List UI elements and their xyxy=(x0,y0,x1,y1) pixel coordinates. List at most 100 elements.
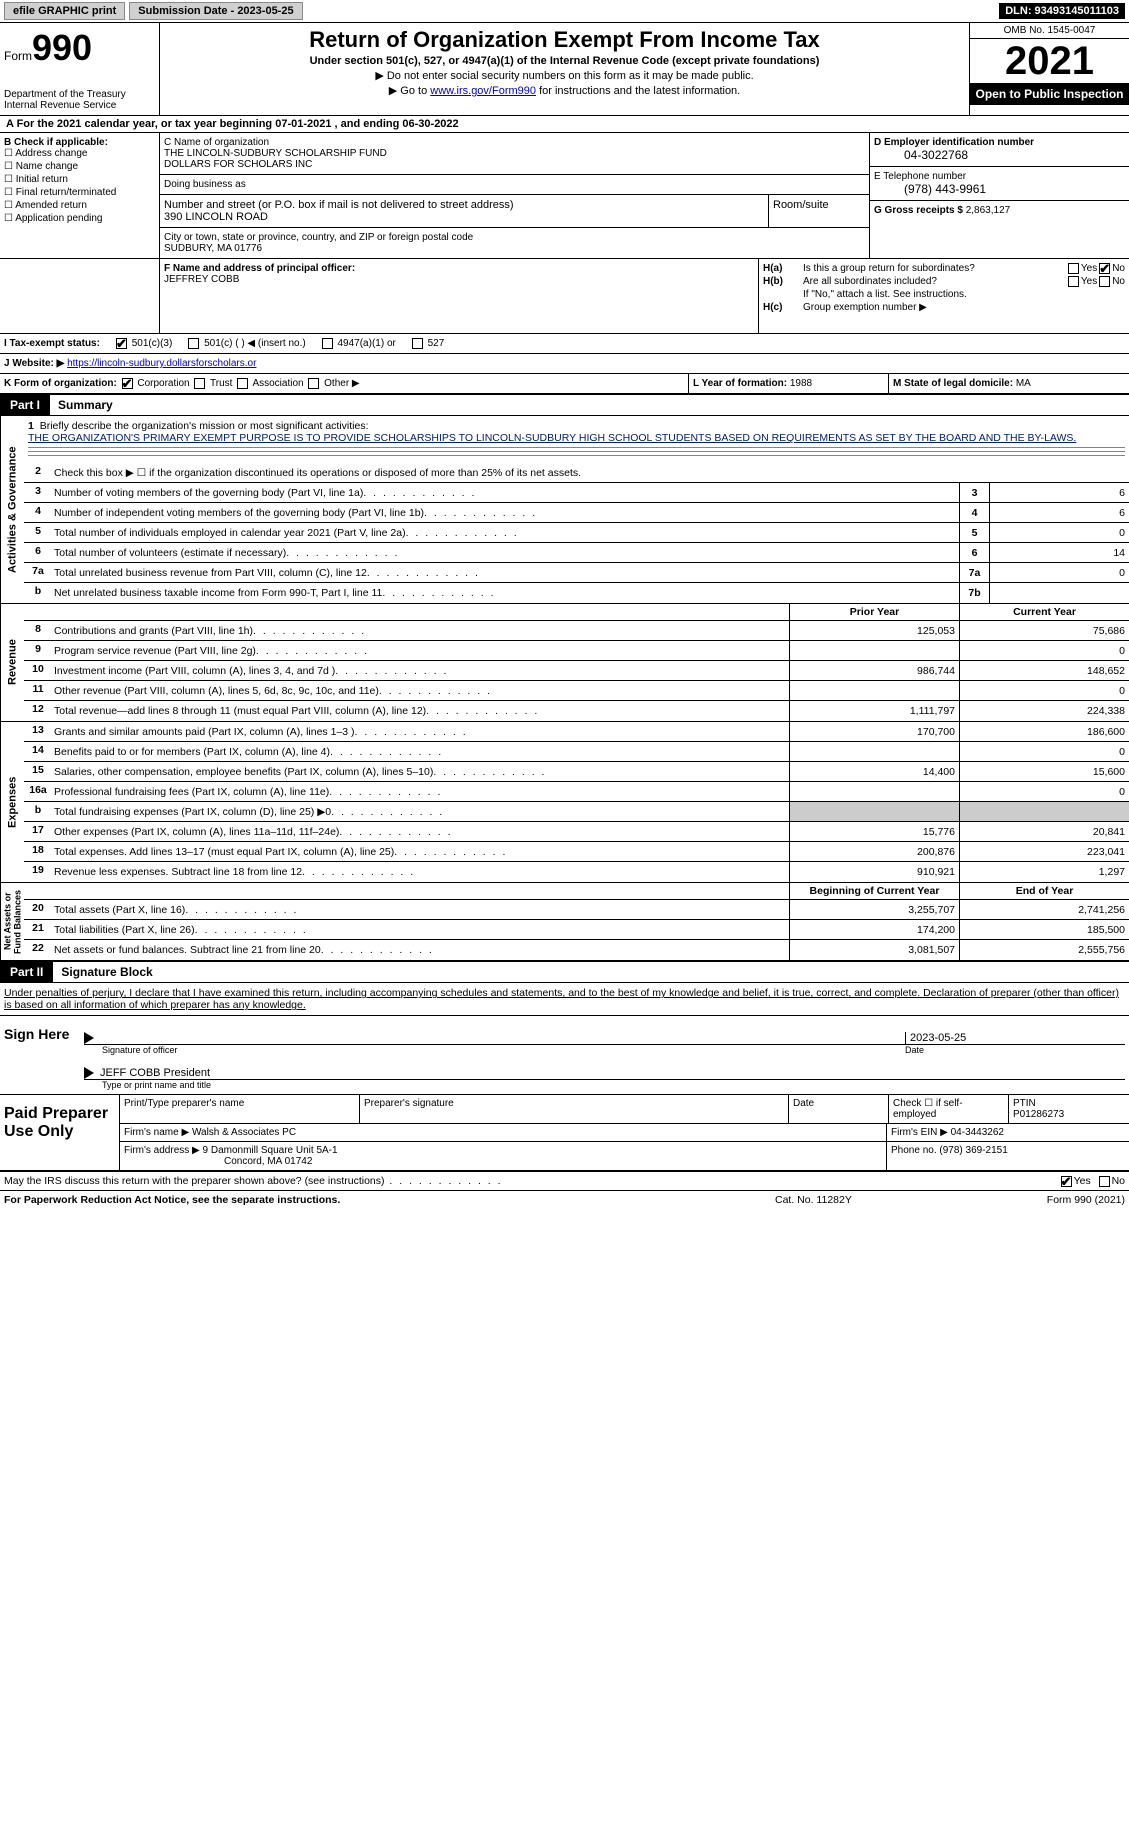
c-name-lbl: C Name of organization xyxy=(164,137,269,148)
row-lbl: Total fundraising expenses (Part IX, col… xyxy=(52,802,789,821)
i-501c3[interactable]: 501(c)(3) xyxy=(114,338,172,349)
ha-yes[interactable]: Yes xyxy=(1066,263,1097,274)
note2-post: for instructions and the latest informat… xyxy=(536,85,740,97)
row-lbl: Revenue less expenses. Subtract line 18 … xyxy=(52,862,789,882)
row-num: 7a xyxy=(24,563,52,582)
row-prior xyxy=(789,641,959,660)
data-row: 22 Net assets or fund balances. Subtract… xyxy=(24,940,1129,960)
hb-yes[interactable]: Yes xyxy=(1066,276,1097,287)
k-other[interactable]: Other ▶ xyxy=(306,378,359,389)
gross-val: 2,863,127 xyxy=(966,205,1011,216)
row-curr: 15,600 xyxy=(959,762,1129,781)
row-prior: 15,776 xyxy=(789,822,959,841)
row-lbl: Total unrelated business revenue from Pa… xyxy=(52,563,959,582)
row-lbl: Total number of individuals employed in … xyxy=(52,523,959,542)
k-corp[interactable]: Corporation xyxy=(120,378,190,389)
row-num: 10 xyxy=(24,661,52,680)
chk-name[interactable]: ☐ Name change xyxy=(4,161,155,172)
row-num: b xyxy=(24,802,52,821)
gross-lbl: G Gross receipts $ xyxy=(874,205,963,216)
data-row: 10 Investment income (Part VIII, column … xyxy=(24,661,1129,681)
row-lbl: Other expenses (Part IX, column (A), lin… xyxy=(52,822,789,841)
ag-section: Activities & Governance 1 Briefly descri… xyxy=(0,416,1129,604)
i-501c[interactable]: 501(c) ( ) ◀ (insert no.) xyxy=(186,338,305,349)
row-lbl: Contributions and grants (Part VIII, lin… xyxy=(52,621,789,640)
footer-catno: Cat. No. 11282Y xyxy=(775,1194,975,1206)
arrow-icon xyxy=(84,1032,94,1044)
website-link[interactable]: https://lincoln-sudbury.dollarsforschola… xyxy=(67,358,256,369)
sign-here-grid: Sign Here 2023-05-25 Signature of office… xyxy=(0,1016,1129,1095)
l-label: L Year of formation: xyxy=(693,378,787,389)
data-row: 8 Contributions and grants (Part VIII, l… xyxy=(24,621,1129,641)
sig-officer-cell xyxy=(84,1032,905,1044)
discuss-yes[interactable]: Yes xyxy=(1059,1175,1091,1187)
row-lbl: Professional fundraising fees (Part IX, … xyxy=(52,782,789,801)
footer-paperwork: For Paperwork Reduction Act Notice, see … xyxy=(4,1194,775,1206)
data-row: 12 Total revenue—add lines 8 through 11 … xyxy=(24,701,1129,721)
hb-lbl: H(b) xyxy=(763,276,803,287)
hb-note-line: If "No," attach a list. See instructions… xyxy=(763,289,1125,300)
chk-pending[interactable]: ☐ Application pending xyxy=(4,213,155,224)
i-527[interactable]: 527 xyxy=(410,338,444,349)
efile-button[interactable]: efile GRAPHIC print xyxy=(4,2,125,20)
exp-tab: Expenses xyxy=(0,722,24,882)
row-prior: 910,921 xyxy=(789,862,959,882)
hb-note: If "No," attach a list. See instructions… xyxy=(803,289,1125,300)
row-lbl: Total expenses. Add lines 13–17 (must eq… xyxy=(52,842,789,861)
row-curr: 224,338 xyxy=(959,701,1129,721)
na-ch-spacer xyxy=(24,883,789,899)
part2-title: Signature Block xyxy=(53,965,152,979)
ag-row: 4 Number of independent voting members o… xyxy=(24,503,1129,523)
phone-lbl: E Telephone number xyxy=(874,171,966,182)
submission-date-button[interactable]: Submission Date - 2023-05-25 xyxy=(129,2,302,20)
row-val xyxy=(989,583,1129,603)
prep-addr-row: Firm's address ▶ 9 Damonmill Square Unit… xyxy=(120,1142,1129,1170)
opt-address: Address change xyxy=(15,148,87,159)
row-box: 7a xyxy=(959,563,989,582)
k-trust[interactable]: Trust xyxy=(192,378,232,389)
omb-label: OMB No. 1545-0047 xyxy=(970,23,1129,39)
hb-no[interactable]: No xyxy=(1097,276,1125,287)
row-num: 3 xyxy=(24,483,52,502)
form-number: 990 xyxy=(32,27,92,68)
ag-row: b Net unrelated business taxable income … xyxy=(24,583,1129,603)
header-middle: Return of Organization Exempt From Incom… xyxy=(160,23,969,115)
top-bar: efile GRAPHIC print Submission Date - 20… xyxy=(0,0,1129,23)
opt-amended: Amended return xyxy=(15,200,87,211)
row-num: 21 xyxy=(24,920,52,939)
perjury-text: Under penalties of perjury, I declare th… xyxy=(4,987,1119,1011)
row-prior: 125,053 xyxy=(789,621,959,640)
chk-address[interactable]: ☐ Address change xyxy=(4,148,155,159)
chk-final[interactable]: ☐ Final return/terminated xyxy=(4,187,155,198)
discuss-no[interactable]: No xyxy=(1097,1175,1125,1187)
city-lbl: City or town, state or province, country… xyxy=(164,232,473,243)
irs-link[interactable]: www.irs.gov/Form990 xyxy=(430,85,536,97)
opt-initial: Initial return xyxy=(16,174,68,185)
na-section: Net Assets or Fund Balances Beginning of… xyxy=(0,883,1129,962)
i-row: I Tax-exempt status: 501(c)(3) 501(c) ( … xyxy=(0,334,1129,354)
form-title: Return of Organization Exempt From Incom… xyxy=(164,27,965,53)
row-curr xyxy=(959,802,1129,821)
ha-txt: Is this a group return for subordinates? xyxy=(803,263,1066,274)
k-left: K Form of organization: Corporation Trus… xyxy=(0,374,689,393)
phone-val: (978) 443-9961 xyxy=(874,182,1125,196)
firm-addr-cell: Firm's address ▶ 9 Damonmill Square Unit… xyxy=(120,1142,887,1170)
perjury-block: Under penalties of perjury, I declare th… xyxy=(0,983,1129,1016)
row-box: 4 xyxy=(959,503,989,522)
chk-initial[interactable]: ☐ Initial return xyxy=(4,174,155,185)
sig-line-1: 2023-05-25 xyxy=(84,1020,1125,1045)
dba-cell: Doing business as xyxy=(160,175,869,195)
row-prior xyxy=(789,802,959,821)
ha-no[interactable]: No xyxy=(1097,263,1125,274)
k-assoc[interactable]: Association xyxy=(235,378,303,389)
row-num: 9 xyxy=(24,641,52,660)
note2-pre: ▶ Go to xyxy=(389,85,430,97)
chk-amended[interactable]: ☐ Amended return xyxy=(4,200,155,211)
data-row: b Total fundraising expenses (Part IX, c… xyxy=(24,802,1129,822)
part1-label: Part I xyxy=(0,395,50,415)
b-label: B Check if applicable: xyxy=(4,137,108,148)
part2-header: Part II Signature Block xyxy=(0,962,1129,983)
prep-label: Paid Preparer Use Only xyxy=(0,1095,120,1170)
prep-h1: Print/Type preparer's name xyxy=(120,1095,360,1123)
i-4947[interactable]: 4947(a)(1) or xyxy=(320,338,396,349)
